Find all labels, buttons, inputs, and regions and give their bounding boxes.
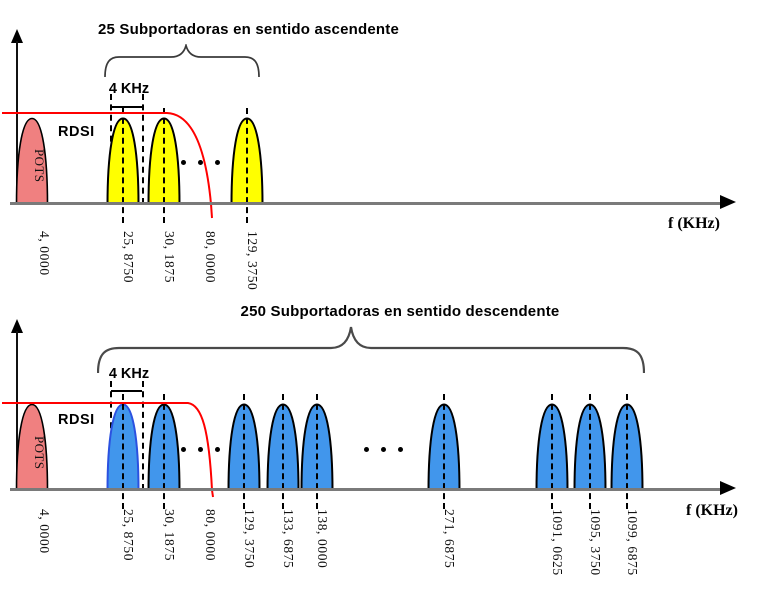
subcarriers-brace <box>104 44 260 78</box>
amplitude-axis <box>16 41 18 204</box>
carrier-center-dash <box>162 394 165 509</box>
freq-axis-label: f (KHz) <box>686 502 738 519</box>
pots-freq-label: 4, 0000 <box>37 509 52 554</box>
freq-axis-arrow-icon <box>720 195 736 209</box>
freq-axis-label: f (KHz) <box>668 215 720 232</box>
spectral-mask-line <box>2 112 213 219</box>
chart-title: 250 Subportadoras en sentido descendente <box>240 303 560 320</box>
amplitude-axis-arrow-icon <box>11 319 23 333</box>
carrier-freq-label: 30, 1875 <box>161 509 177 562</box>
band-width-bracket <box>111 390 142 392</box>
carrier-freq-label: 30, 1875 <box>161 231 177 284</box>
carrier-center-dash <box>282 394 284 509</box>
ellipsis-dot <box>198 447 203 452</box>
freq-axis <box>10 202 722 205</box>
carrier-center-dash <box>626 394 628 509</box>
carrier-center-dash <box>122 108 124 223</box>
carrier-center-dash <box>245 108 248 223</box>
carrier-freq-label: 1095, 3750 <box>588 509 603 576</box>
rdsi-label: RDSI <box>58 124 95 140</box>
band-bracket-line <box>142 381 144 490</box>
carrier-center-dash <box>316 394 318 509</box>
carrier-center-dash <box>589 394 591 509</box>
band-bracket-line <box>142 94 144 204</box>
ellipsis-dot <box>398 447 403 452</box>
ellipsis-dot <box>181 160 186 165</box>
carrier-center-dash <box>243 394 245 509</box>
carrier-freq-label: 1099, 6875 <box>625 509 640 576</box>
ellipsis-dot <box>215 447 220 452</box>
pots-freq-label: 4, 0000 <box>37 231 52 276</box>
carrier-freq-label: 129, 3750 <box>244 231 260 291</box>
subcarriers-brace <box>97 326 645 374</box>
cutoff-freq-label: 80, 0000 <box>203 509 218 562</box>
carrier-center-dash <box>122 394 124 509</box>
carrier-freq-label: 129, 3750 <box>242 509 257 569</box>
rdsi-label: RDSI <box>58 412 95 428</box>
freq-axis-arrow-icon <box>720 481 736 495</box>
carrier-freq-label: 25, 8750 <box>121 509 136 562</box>
carrier-center-dash <box>443 394 445 509</box>
amplitude-axis <box>16 331 18 489</box>
carrier-freq-label: 133, 6875 <box>281 509 296 569</box>
amplitude-axis-arrow-icon <box>11 29 23 43</box>
carrier-freq-label: 138, 0000 <box>315 509 330 569</box>
band-width-bracket <box>111 106 142 108</box>
cutoff-freq-label: 80, 0000 <box>203 231 218 284</box>
ellipsis-dot <box>364 447 369 452</box>
carrier-freq-label: 271, 6875 <box>442 509 457 569</box>
chart-title: 25 Subportadoras en sentido ascendente <box>97 21 399 38</box>
carrier-center-dash <box>551 394 553 509</box>
spectral-mask-line <box>2 402 214 498</box>
carrier-center-dash <box>162 108 165 223</box>
freq-axis <box>10 488 722 491</box>
carrier-freq-label: 25, 8750 <box>121 231 136 284</box>
pots-lobe <box>15 117 49 205</box>
band-width-label: 4 KHz <box>108 81 150 97</box>
ellipsis-dot <box>198 160 203 165</box>
ellipsis-dot <box>181 447 186 452</box>
carrier-freq-label: 1091, 0625 <box>550 509 565 576</box>
band-width-label: 4 KHz <box>108 366 150 382</box>
ellipsis-dot <box>381 447 386 452</box>
pots-lobe <box>15 403 49 491</box>
ellipsis-dot <box>215 160 220 165</box>
